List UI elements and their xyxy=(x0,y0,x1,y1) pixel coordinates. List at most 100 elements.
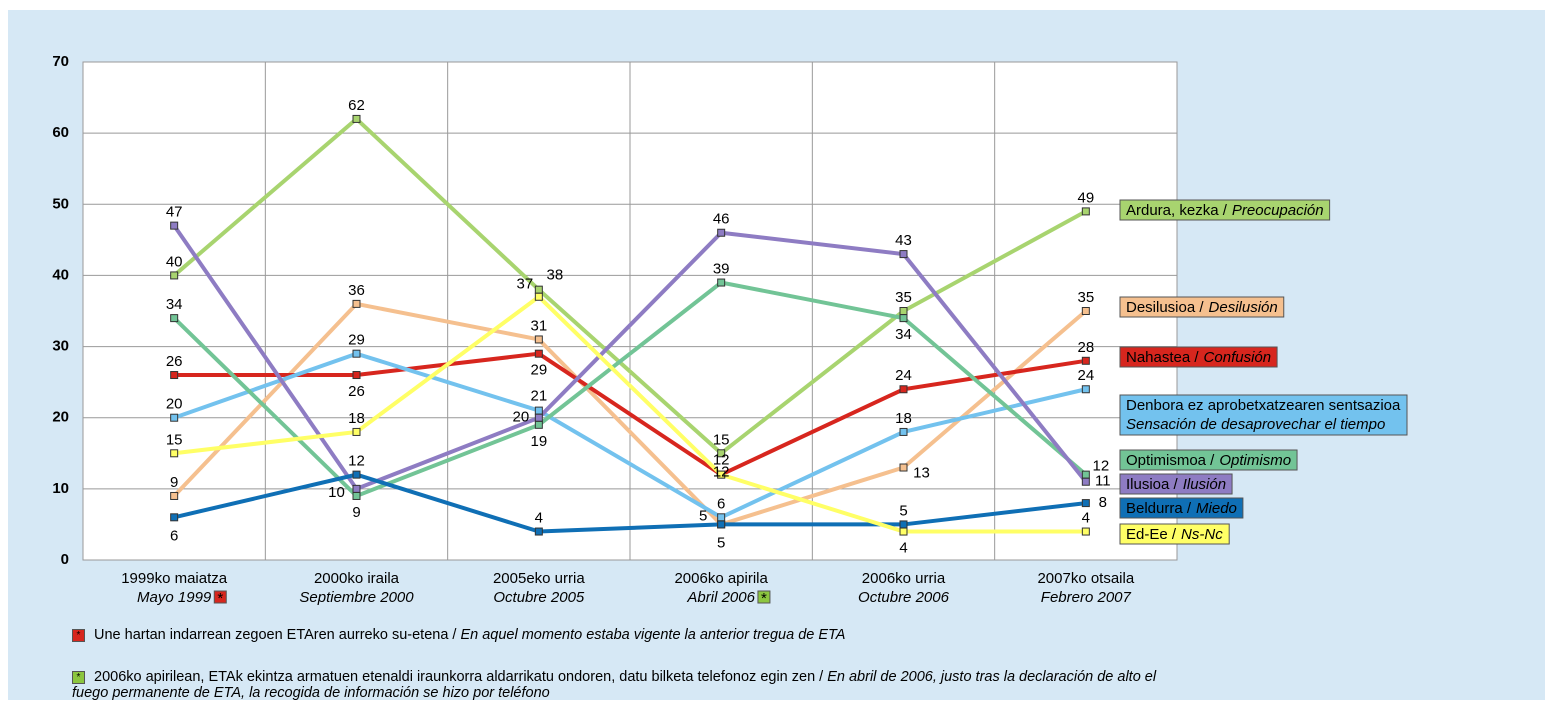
footnote-text-italic: En aquel momento estaba vigente la anter… xyxy=(460,627,846,643)
x-tick-label: 2000ko iraila xyxy=(314,570,400,587)
legend-name: Beldurra / xyxy=(1126,500,1192,517)
data-label: 43 xyxy=(895,232,912,249)
point-marker xyxy=(717,449,726,458)
footnote-text: Une hartan indarrean zegoen ETAren aurre… xyxy=(94,627,457,643)
x-tick-label-italic: Septiembre 2000 xyxy=(299,589,414,606)
series-line xyxy=(172,301,1088,527)
data-label: 15 xyxy=(166,431,183,448)
legend-entry: Ed-Ee / Ns-Nc xyxy=(1119,523,1230,545)
legend-name: Ilusioa / xyxy=(1126,476,1179,493)
x-tick-label: 2007ko otsaila xyxy=(1037,570,1134,587)
legend-box xyxy=(1119,199,1331,221)
legend-entry: Beldurra / Miedo xyxy=(1119,497,1244,519)
legend-box xyxy=(1119,394,1408,436)
y-tick-label: 10 xyxy=(52,480,69,497)
data-label: 6 xyxy=(170,527,178,544)
footnote-marker: * xyxy=(217,590,223,607)
point-marker xyxy=(352,371,361,380)
x-tick-label-italic: Abril 2006 xyxy=(686,589,755,606)
data-label: 47 xyxy=(166,204,183,221)
footnote-marker-box xyxy=(757,590,771,604)
legend-label: Denbora ez aprobetxatzearen sentsazioa Se… xyxy=(1126,397,1401,433)
data-label: 4 xyxy=(899,540,907,557)
data-label: 6 xyxy=(717,495,725,512)
legend-label: Desilusioa / Desilusión xyxy=(1126,299,1278,316)
y-tick-label: 60 xyxy=(52,124,69,141)
point-marker xyxy=(170,221,179,230)
legend-entry: Denbora ez aprobetxatzearen sentsazioa Se… xyxy=(1119,394,1408,436)
point-marker xyxy=(1081,477,1090,486)
data-label: 29 xyxy=(530,362,547,379)
point-marker xyxy=(1081,356,1090,365)
point-marker xyxy=(899,385,908,394)
legend-entry: Optimismoa / Optimismo xyxy=(1119,449,1298,471)
data-label: 19 xyxy=(530,433,547,450)
data-label: 5 xyxy=(699,507,707,524)
point-marker xyxy=(170,449,179,458)
x-tick-label-italic: Octubre 2005 xyxy=(493,589,585,606)
data-label: 12 xyxy=(713,452,730,469)
legend-name: Ed-Ee / xyxy=(1126,526,1177,543)
data-label: 5 xyxy=(899,502,907,519)
data-label: 20 xyxy=(166,396,183,413)
point-marker xyxy=(170,271,179,280)
y-tick-label: 50 xyxy=(52,195,69,212)
legend-name: Nahastea / xyxy=(1126,349,1199,366)
legend-entry: Ilusioa / Ilusión xyxy=(1119,473,1233,495)
legend-label: Nahastea / Confusión xyxy=(1126,349,1271,366)
point-marker xyxy=(899,250,908,259)
data-label: 46 xyxy=(713,211,730,228)
legend-name-italic: Optimismo xyxy=(1219,452,1291,469)
legend-name-italic: Confusión xyxy=(1204,349,1272,366)
data-label: 9 xyxy=(352,504,360,521)
data-label: 29 xyxy=(348,332,365,349)
y-tick-label: 70 xyxy=(52,53,69,70)
series-line xyxy=(173,351,1087,520)
data-label: 12 xyxy=(348,453,365,470)
point-marker xyxy=(170,491,179,500)
point-marker xyxy=(534,420,543,429)
data-label: 35 xyxy=(895,289,912,306)
footnote: * 2006ko apirilean, ETAk ekintza armatuen… xyxy=(72,669,1172,701)
point-marker xyxy=(717,278,726,287)
point-marker xyxy=(352,349,361,358)
data-label: 49 xyxy=(1077,189,1094,206)
data-label: 4 xyxy=(535,510,543,527)
chart: 0 10 20 30 40 50 60 70 1999ko maiatza Mayo 1999 20… xyxy=(52,53,1408,607)
x-tick-label: 2006ko urria xyxy=(862,570,946,587)
legend-name-italic: Ilusión xyxy=(1183,476,1226,493)
point-marker xyxy=(717,470,726,479)
x-tick-label: 1999ko maiatza xyxy=(121,570,228,587)
data-label: 18 xyxy=(895,410,912,427)
legend-name-italic: Ns-Nc xyxy=(1181,526,1223,543)
series-line xyxy=(172,224,1088,492)
data-label: 36 xyxy=(348,282,365,299)
legend-entry: Desilusioa / Desilusión xyxy=(1119,296,1285,318)
y-tick-label: 40 xyxy=(52,266,69,283)
point-marker xyxy=(534,292,543,301)
data-label: 34 xyxy=(895,326,912,343)
data-label: 26 xyxy=(166,353,183,370)
legend-box xyxy=(1119,449,1298,471)
point-marker xyxy=(352,491,361,500)
point-marker xyxy=(352,484,361,493)
point-marker xyxy=(352,299,361,308)
x-tick-label: 2005eko urria xyxy=(493,570,585,587)
series-line xyxy=(172,280,1088,499)
legend-name-italic: Sensación de desaprovechar el tiempo xyxy=(1126,416,1385,433)
data-label: 24 xyxy=(1077,367,1094,384)
point-marker xyxy=(534,413,543,422)
legend-box xyxy=(1119,346,1278,368)
data-label: 62 xyxy=(348,97,365,114)
legend-box xyxy=(1119,296,1285,318)
data-label: 5 xyxy=(717,534,725,551)
x-tick-label-italic: Mayo 1999 xyxy=(137,589,212,606)
data-label: 34 xyxy=(166,296,183,313)
data-label: 11 xyxy=(1095,473,1111,490)
point-marker xyxy=(170,413,179,422)
data-label: 39 xyxy=(713,261,730,278)
data-label: 38 xyxy=(546,267,563,284)
point-marker xyxy=(1081,307,1090,315)
legend-label: Beldurra / Miedo xyxy=(1126,500,1237,517)
point-marker xyxy=(1081,207,1090,216)
